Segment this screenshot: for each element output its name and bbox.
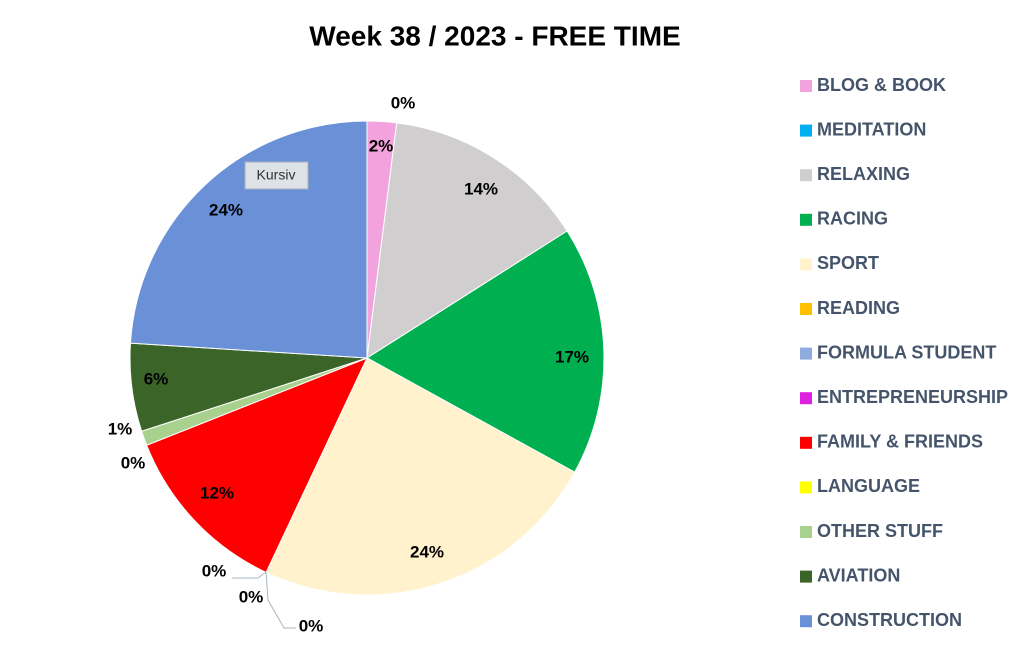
chart-title: Week 38 / 2023 - FREE TIME: [309, 20, 680, 51]
data-label: 0%: [391, 93, 416, 112]
legend-swatch: [800, 615, 812, 628]
data-label: 0%: [121, 453, 146, 472]
legend-swatch: [800, 303, 812, 315]
data-label: 2%: [369, 136, 394, 155]
legend-swatch: [800, 80, 812, 92]
pie-slice: [265, 357, 576, 596]
data-label: 24%: [209, 200, 243, 219]
data-label: 0%: [299, 616, 324, 635]
data-label: 17%: [555, 347, 589, 366]
legend-label: CONSTRUCTION: [817, 610, 962, 630]
leader-lines: [232, 571, 296, 629]
pie-slice: [366, 230, 605, 473]
legend-label: READING: [817, 298, 900, 318]
legend-label: OTHER STUFF: [817, 521, 943, 541]
legend-label: LANGUAGE: [817, 476, 920, 496]
tooltip-box: [244, 161, 309, 190]
pie-slice: [366, 122, 568, 359]
legend: BLOG & BOOK MEDITATION RELAXING RACING SPORT…: [800, 75, 1008, 630]
legend-swatch: [800, 436, 812, 449]
legend-swatch: [800, 481, 812, 494]
legend-swatch: [800, 392, 812, 405]
legend-label: ENTREPRENEURSHIP: [817, 387, 1008, 407]
pie: [129, 120, 605, 596]
pie-slice: [129, 120, 368, 359]
legend-label: SPORT: [817, 253, 879, 273]
legend-label: AVIATION: [817, 565, 900, 585]
data-label: 24%: [410, 542, 444, 561]
legend-swatch: [800, 526, 812, 538]
leader-line: [232, 571, 267, 579]
data-label: 6%: [144, 369, 169, 388]
legend-label: BLOG & BOOK: [817, 75, 946, 95]
data-label: 0%: [239, 587, 264, 606]
labels: 2% 0% 14% 17% 24% 0% 0% 0% 12% 0% 1% 6% 24%: [108, 93, 589, 635]
legend-swatch: [800, 347, 812, 360]
data-label: 12%: [200, 483, 234, 502]
legend-swatch: [800, 213, 812, 226]
legend-swatch: [800, 169, 812, 182]
legend-label: MEDITATION: [817, 119, 926, 139]
legend-label: RACING: [817, 209, 888, 229]
legend-swatch: [800, 570, 812, 583]
legend-label: RELAXING: [817, 164, 910, 184]
legend-swatch: [800, 124, 812, 137]
tooltip: Kursiv: [257, 167, 296, 183]
legend-label: FORMULA STUDENT: [817, 342, 996, 362]
legend-swatch: [800, 258, 812, 271]
data-label: 0%: [202, 561, 227, 580]
legend-label: FAMILY & FRIENDS: [817, 432, 983, 452]
leader-line: [265, 571, 296, 629]
data-label: 1%: [108, 419, 133, 438]
pie-slice: [145, 357, 368, 574]
data-label: 14%: [464, 179, 498, 198]
